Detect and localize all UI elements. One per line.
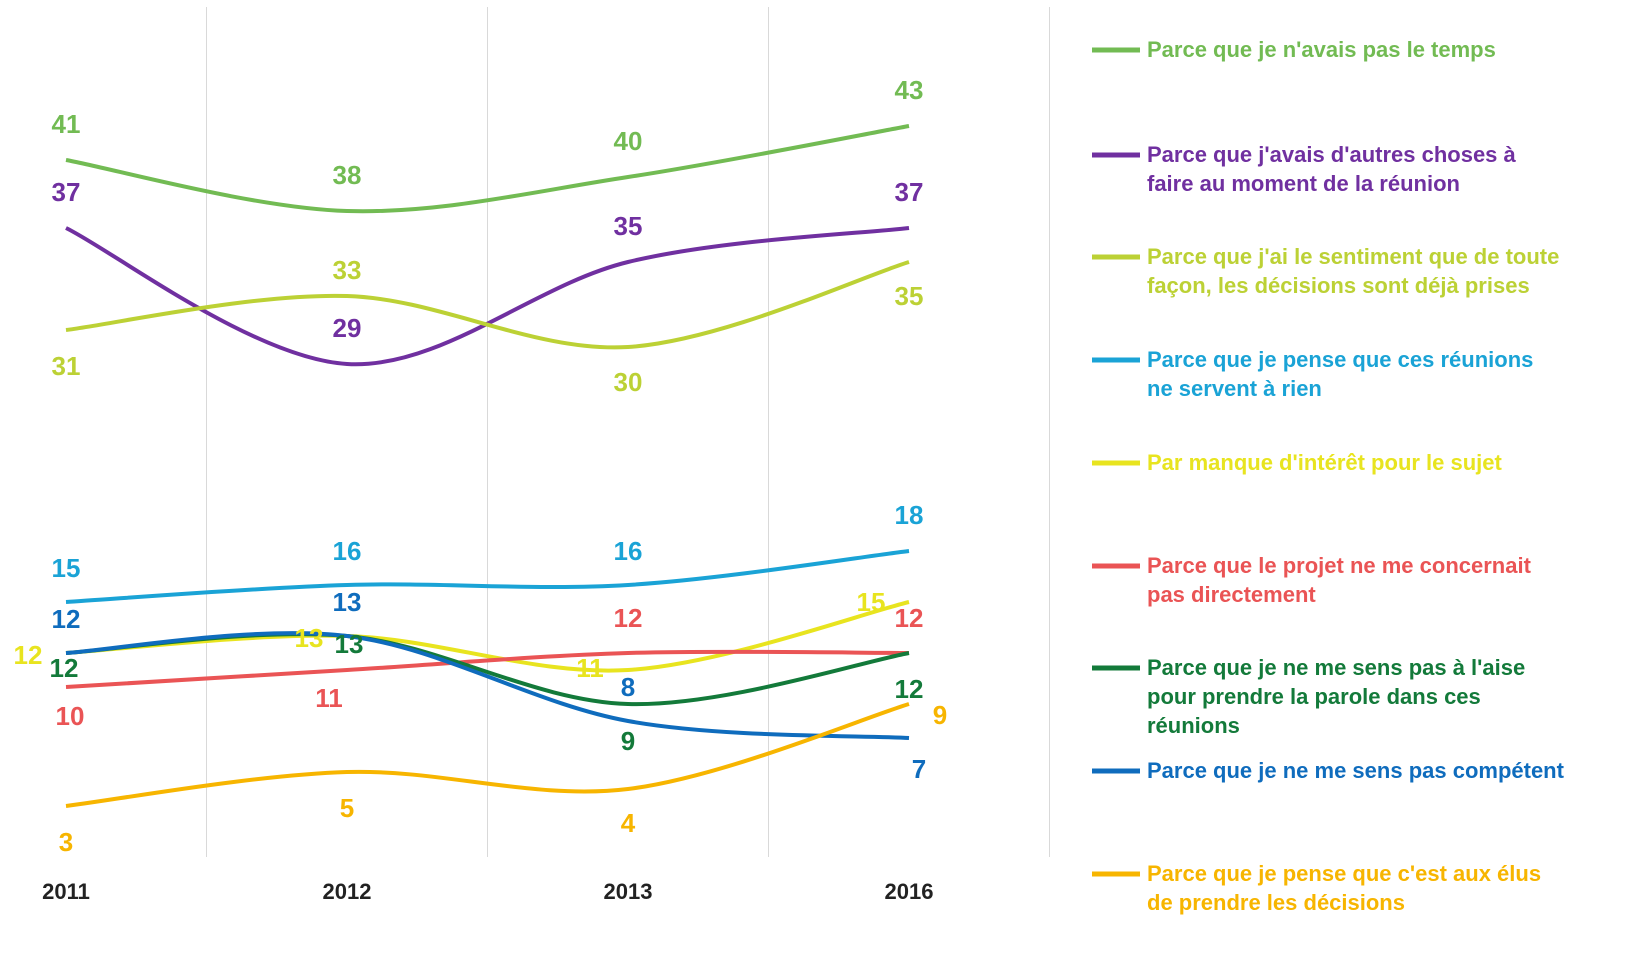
data-label: 11 xyxy=(315,683,343,713)
data-label: 3 xyxy=(59,827,73,857)
data-label: 16 xyxy=(333,536,362,566)
data-label: 9 xyxy=(933,700,947,730)
data-label: 43 xyxy=(895,75,924,105)
data-label: 13 xyxy=(295,623,324,653)
data-label: 31 xyxy=(52,351,81,381)
data-label: 12 xyxy=(895,603,924,633)
legend-label: Parce que je pense que c'est aux élus de… xyxy=(1147,861,1542,915)
legend-label: Parce que je ne me sens pas compétent xyxy=(1147,758,1564,783)
x-tick-label: 2016 xyxy=(885,879,934,904)
series-line xyxy=(65,649,910,689)
data-label: 13 xyxy=(335,629,364,659)
legend-label: Parce que j'avais d'autres choses à fair… xyxy=(1147,142,1516,196)
data-label: 12 xyxy=(50,653,79,683)
data-label: 15 xyxy=(857,587,886,617)
data-label: 40 xyxy=(614,126,643,156)
data-label: 35 xyxy=(614,211,643,241)
legend-label: Parce que le projet ne me concernait pas… xyxy=(1147,553,1531,607)
series-line xyxy=(65,631,910,740)
legend-label: Parce que je ne me sens pas à l'aise pou… xyxy=(1147,655,1526,738)
data-label: 30 xyxy=(614,367,643,397)
data-label: 7 xyxy=(912,754,926,784)
data-label: 18 xyxy=(895,500,924,530)
series-line xyxy=(65,226,910,367)
data-label: 4 xyxy=(621,808,636,838)
series-line xyxy=(65,702,910,808)
data-label: 13 xyxy=(333,587,362,617)
x-tick-label: 2011 xyxy=(42,879,90,904)
data-label: 37 xyxy=(52,177,81,207)
series-line xyxy=(65,260,910,350)
data-label: 35 xyxy=(895,281,924,311)
data-label: 12 xyxy=(14,640,43,670)
x-tick-label: 2012 xyxy=(323,879,372,904)
data-label: 9 xyxy=(621,726,635,756)
data-label: 33 xyxy=(333,255,362,285)
data-label: 10 xyxy=(56,701,85,731)
data-label: 12 xyxy=(614,603,643,633)
legend-label: Parce que j'ai le sentiment que de toute… xyxy=(1147,244,1560,298)
data-label: 38 xyxy=(333,160,362,190)
series-line xyxy=(65,549,910,604)
legend-label: Parce que je pense que ces réunions ne s… xyxy=(1147,347,1534,401)
data-label: 5 xyxy=(340,793,354,823)
legend-label: Par manque d'intérêt pour le sujet xyxy=(1147,450,1502,475)
data-label: 8 xyxy=(621,672,635,702)
data-label: 15 xyxy=(52,553,81,583)
series-line xyxy=(65,600,910,673)
data-label: 12 xyxy=(895,674,924,704)
data-label: 37 xyxy=(895,177,924,207)
data-label: 16 xyxy=(614,536,643,566)
data-label: 11 xyxy=(576,653,604,683)
data-label: 41 xyxy=(52,109,81,139)
legend-label: Parce que je n'avais pas le temps xyxy=(1147,37,1496,62)
data-label: 12 xyxy=(52,604,81,634)
series-line xyxy=(65,124,910,214)
x-tick-label: 2013 xyxy=(604,879,653,904)
data-label: 29 xyxy=(333,313,362,343)
